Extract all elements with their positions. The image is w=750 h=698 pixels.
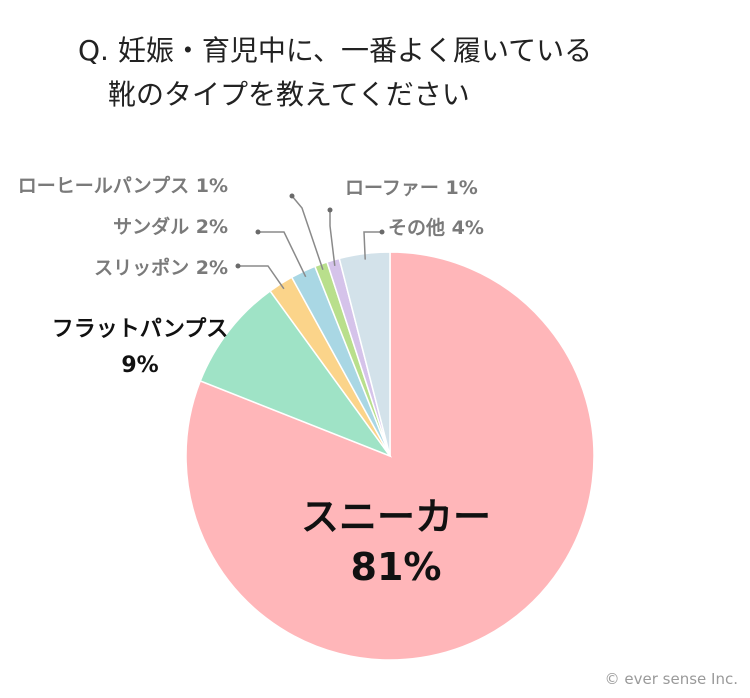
- slice-3-leader-dot: [255, 229, 261, 235]
- slice-1-name-label: フラットパンプス: [52, 317, 228, 342]
- slice-3-label: サンダル 2%: [113, 215, 228, 238]
- slice-6-label: その他 4%: [388, 216, 484, 239]
- slice-5-leader-dot: [327, 207, 333, 213]
- slice-labels: スニーカー 81% フラットパンプス 9% スリッポン 2% サンダル 2% ローヒールパン…: [18, 174, 491, 589]
- slice-4-leader-dot: [289, 193, 295, 199]
- slice-2-leader-dot: [235, 263, 241, 269]
- pie-slices: [185, 251, 595, 661]
- chart-title-line-2: 靴のタイプを教えてください: [108, 78, 470, 111]
- slice-5-label: ローファー 1%: [345, 177, 478, 199]
- copyright-text: © ever sense Inc.: [605, 670, 738, 688]
- slice-5-leader-line: [329, 210, 336, 266]
- leader-lines: [235, 193, 385, 290]
- slice-4-label: ローヒールパンプス 1%: [18, 174, 228, 197]
- slice-2-leader-line: [238, 265, 285, 290]
- slice-1-wedge: [199, 289, 393, 458]
- chart-title-line-1: Q. 妊娠・育児中に、一番よく履いている: [78, 34, 592, 67]
- slice-3-leader-line: [258, 231, 307, 278]
- slice-0-value-label: 81%: [351, 545, 442, 589]
- slice-6-leader-line: [363, 231, 382, 260]
- slice-2-label: スリッポン 2%: [94, 256, 228, 279]
- slice-6-leader-dot: [379, 229, 385, 235]
- slice-4-leader-line: [291, 195, 324, 270]
- slice-1-value-label: 9%: [121, 353, 158, 378]
- slice-0-name-label: スニーカー: [301, 495, 491, 539]
